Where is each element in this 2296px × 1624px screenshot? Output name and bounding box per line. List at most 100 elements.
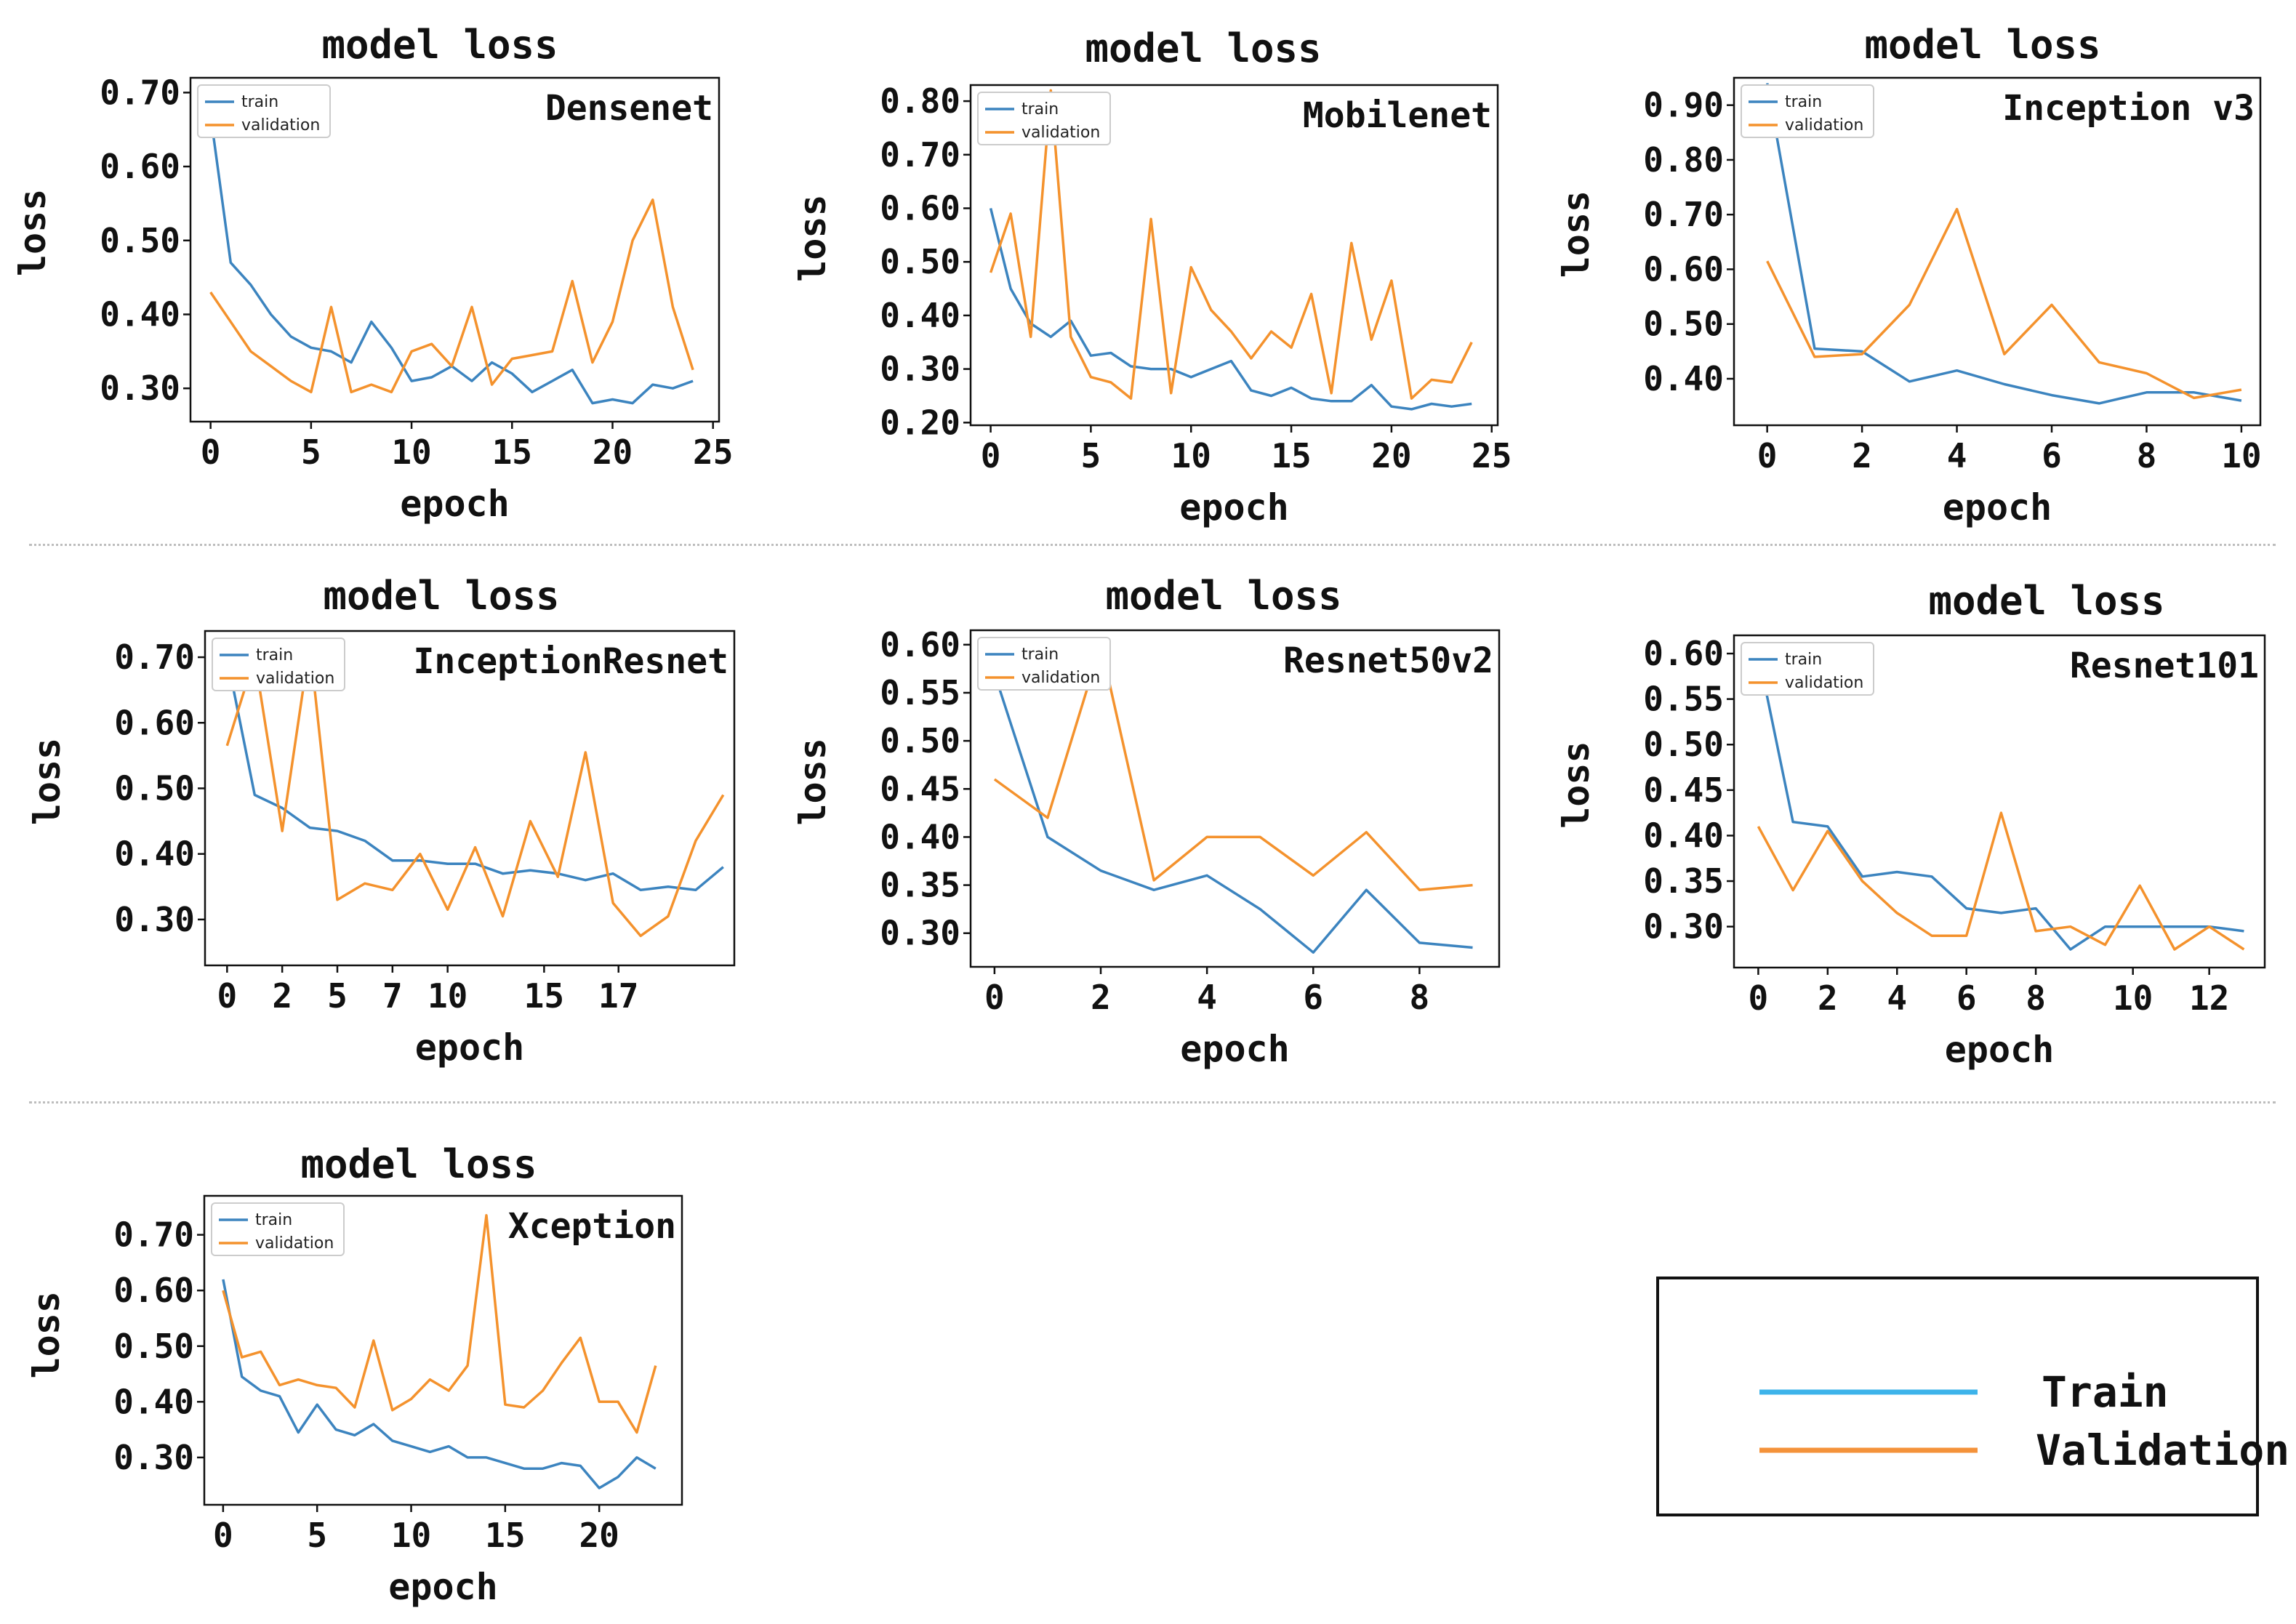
series-line-train	[222, 1279, 657, 1490]
x-tick-label: 17	[598, 976, 638, 1016]
row-separator	[29, 1101, 2276, 1104]
y-tick-label: 0.70	[1643, 195, 1724, 234]
y-axis-label: loss	[12, 189, 54, 276]
x-tick-label: 5	[307, 1516, 327, 1555]
x-tick-label: 0	[1757, 436, 1778, 475]
series-line-train	[225, 656, 724, 892]
x-tick-label: 15	[524, 976, 564, 1016]
x-tick-label: 0	[217, 976, 237, 1016]
x-tick-label: 5	[1081, 436, 1101, 475]
x-tick-label: 2	[272, 976, 292, 1016]
y-tick-label: 0.60	[100, 147, 180, 186]
y-tick-label: 0.45	[880, 769, 960, 808]
chart-title: model loss	[1085, 25, 1321, 71]
model-name-label: Resnet50v2	[1283, 640, 1493, 681]
chart-legend: train validation	[977, 637, 1111, 691]
y-tick-label: 0.40	[1643, 359, 1724, 398]
x-tick-label: 8	[2137, 436, 2157, 475]
model-name-label: InceptionResnet	[414, 641, 728, 682]
x-tick-label: 25	[1472, 436, 1512, 475]
series-line-validation	[222, 1214, 657, 1434]
y-tick-label: 0.30	[880, 350, 960, 389]
y-axis-label: loss	[792, 194, 834, 281]
y-tick-label: 0.70	[880, 135, 960, 174]
y-tick-label: 0.50	[114, 768, 195, 808]
chart-3: model loss 0.40 0.50 0.60 0.70 0.80 0.90 0 2 4 6 8 1…	[1555, 22, 2262, 528]
series-line-validation	[1766, 207, 2242, 400]
y-tick-label: 0.50	[113, 1327, 194, 1366]
y-axis-label: loss	[1555, 190, 1597, 278]
x-tick-label: 8	[2026, 978, 2046, 1018]
y-tick-label: 0.35	[880, 866, 960, 905]
y-tick-label: 0.30	[880, 914, 960, 953]
legend-label-validation: validation	[241, 116, 320, 134]
chart-legend: train validation	[211, 1202, 345, 1256]
y-tick-label: 0.50	[880, 242, 960, 281]
legend-label-train: train	[241, 93, 278, 111]
x-tick-label: 4	[1947, 436, 1967, 475]
model-name-label: Densenet	[545, 88, 713, 129]
chart-4: model loss 0.30 0.40 0.50 0.60 0.70 0 2 5 7 10 15 17…	[26, 573, 736, 1069]
y-tick-label: 0.55	[880, 673, 960, 712]
x-tick-label: 6	[1956, 978, 1977, 1018]
series-line-train	[993, 672, 1473, 954]
y-axis-label: loss	[26, 738, 68, 825]
chart-1: model loss 0.30 0.40 0.50 0.60 0.70 0 5 10 15 20 25…	[12, 22, 733, 525]
x-axis-label: epoch	[415, 1026, 525, 1069]
y-tick-label: 0.70	[113, 1215, 194, 1255]
y-tick-label: 0.50	[1643, 305, 1724, 344]
chart-legend: train validation	[1741, 84, 1874, 138]
x-axis-label: epoch	[388, 1566, 498, 1608]
chart-title: model loss	[1928, 578, 2164, 624]
x-tick-label: 0	[981, 436, 1001, 475]
y-tick-label: 0.20	[880, 403, 960, 442]
y-tick-label: 0.70	[100, 73, 180, 112]
y-tick-label: 0.90	[1643, 86, 1724, 125]
x-tick-label: 10	[428, 976, 467, 1016]
x-tick-label: 8	[1410, 978, 1430, 1017]
key-label-validation: Validation	[2036, 1426, 2289, 1475]
x-axis-label: epoch	[1179, 486, 1289, 528]
model-name-label: Xception	[508, 1206, 676, 1247]
figure-key: Train Validation	[1656, 1277, 2289, 1516]
y-tick-label: 0.40	[100, 295, 180, 334]
legend-label-train: train	[256, 646, 293, 664]
x-tick-label: 10	[391, 1516, 431, 1555]
x-tick-label: 20	[1371, 436, 1411, 475]
y-tick-label: 0.50	[100, 221, 180, 260]
x-tick-label: 2	[1818, 978, 1838, 1018]
y-tick-label: 0.45	[1643, 771, 1724, 810]
series-line-validation	[209, 198, 694, 394]
legend-label-validation: validation	[1785, 674, 1863, 692]
row-separator	[29, 544, 2276, 546]
x-tick-label: 15	[492, 433, 532, 472]
legend-label-validation: validation	[1021, 669, 1100, 687]
chart-title: model loss	[300, 1141, 537, 1187]
y-tick-label: 0.30	[100, 369, 180, 408]
y-tick-label: 0.30	[114, 900, 195, 939]
x-tick-label: 0	[201, 433, 221, 472]
y-tick-label: 0.40	[114, 835, 195, 874]
y-axis-label: loss	[792, 738, 834, 825]
legend-label-train: train	[1021, 100, 1059, 118]
x-tick-label: 0	[984, 978, 1005, 1017]
x-axis-label: epoch	[400, 483, 510, 525]
x-axis-label: epoch	[1945, 1029, 2055, 1071]
y-tick-label: 0.40	[880, 296, 960, 335]
x-tick-label: 0	[1749, 978, 1769, 1018]
x-tick-label: 25	[693, 433, 733, 472]
x-tick-label: 5	[327, 976, 348, 1016]
y-tick-label: 0.40	[113, 1382, 194, 1421]
chart-title: model loss	[323, 573, 559, 619]
x-tick-label: 2	[1852, 436, 1872, 475]
x-tick-label: 6	[1303, 978, 1323, 1017]
x-tick-label: 20	[593, 433, 633, 472]
x-tick-label: 10	[391, 433, 431, 472]
chart-6: model loss 0.30 0.35 0.40 0.45 0.50 0.55 0.60 0 2…	[1555, 578, 2266, 1071]
legend-label-train: train	[1021, 646, 1059, 664]
y-tick-label: 0.40	[1643, 816, 1724, 855]
chart-7: model loss 0.30 0.40 0.50 0.60 0.70 0 5 10 15 20 ep…	[25, 1141, 683, 1608]
x-tick-label: 0	[213, 1516, 233, 1555]
